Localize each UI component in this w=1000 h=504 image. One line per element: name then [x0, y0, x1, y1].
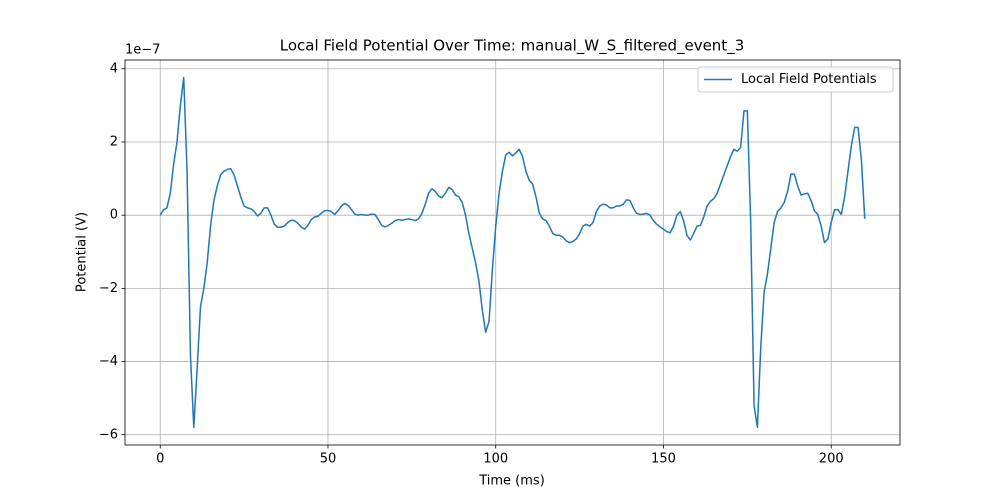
chart-title: Local Field Potential Over Time: manual_… [280, 37, 745, 56]
y-axis-label: Potential (V) [75, 212, 90, 292]
x-tick-label: 150 [651, 452, 676, 467]
legend-label: Local Field Potentials [741, 72, 877, 87]
y-tick-label: −2 [99, 281, 118, 296]
x-axis-label: Time (ms) [478, 474, 545, 489]
x-tick-label: 0 [156, 452, 164, 467]
x-tick-label: 200 [819, 452, 844, 467]
data-line [159, 76, 866, 429]
x-tick-label: 100 [483, 452, 508, 467]
y-tick-label: −4 [99, 354, 118, 369]
y-tick-label: −6 [99, 427, 118, 442]
y-tick-label: 2 [110, 134, 118, 149]
x-tick-label: 50 [320, 452, 337, 467]
y-tick-label: 0 [110, 208, 118, 223]
y-tick-label: 4 [110, 61, 118, 76]
plot-frame [124, 59, 901, 446]
legend-box [697, 66, 894, 93]
y-offset-label: 1e−7 [125, 43, 160, 58]
